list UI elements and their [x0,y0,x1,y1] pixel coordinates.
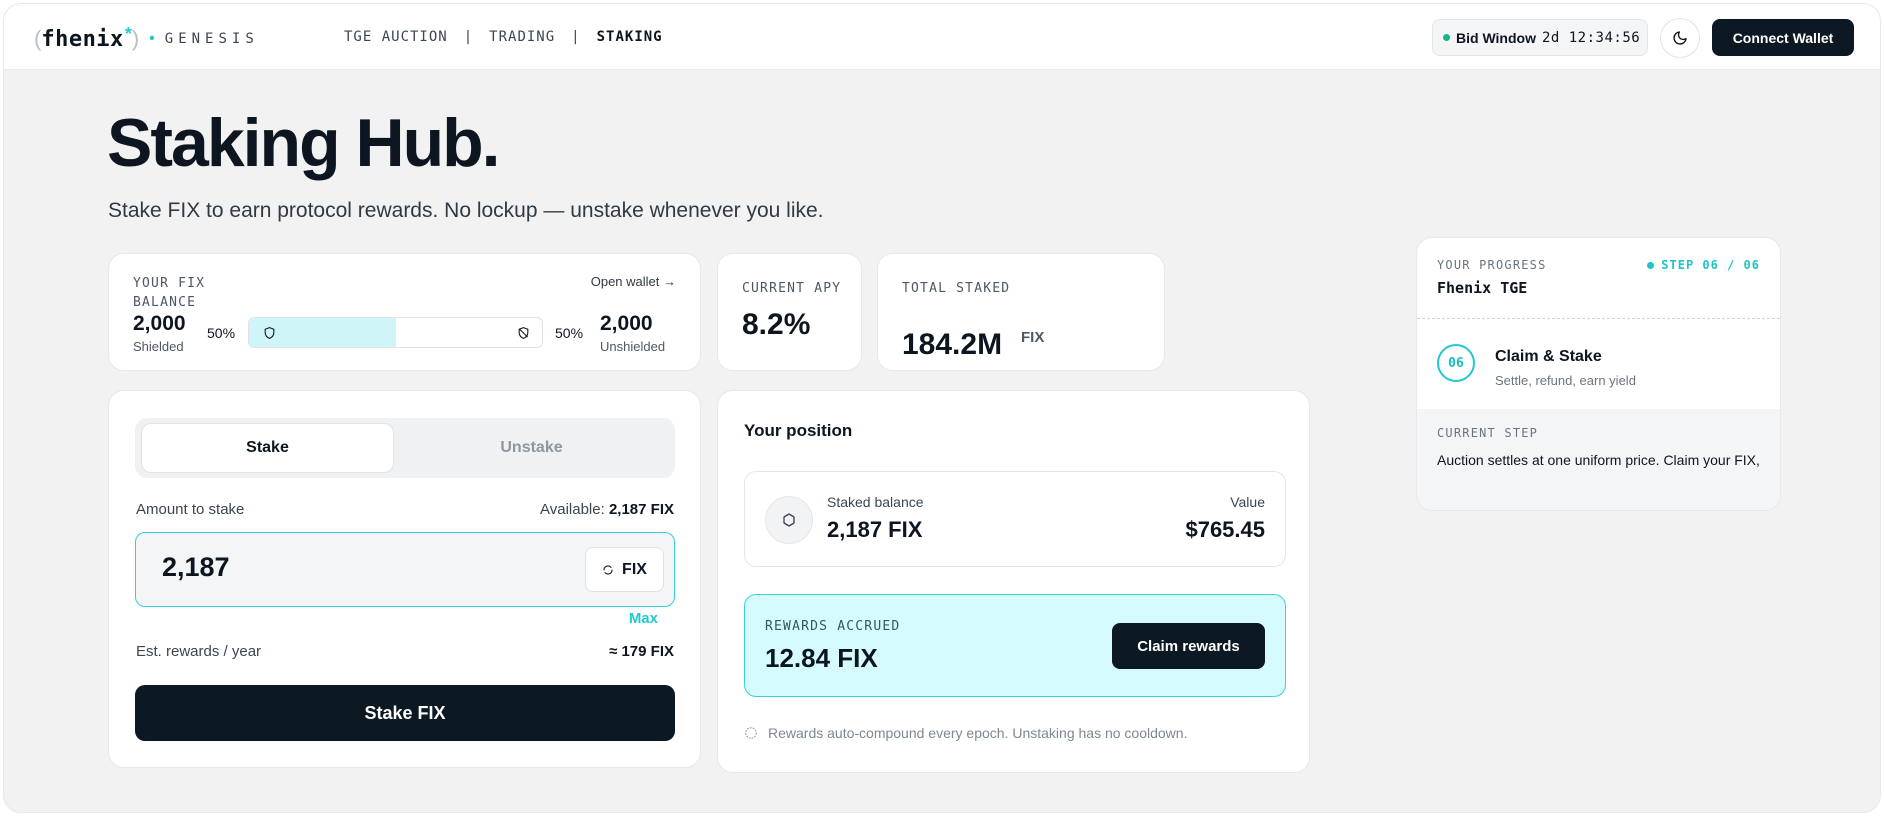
total-staked-card: TOTAL STAKED 184.2M FIX [877,253,1165,371]
available-balance: Available: 2,187 FIX [540,501,674,518]
stake-form-card: Stake Unstake Amount to stake Available:… [108,390,701,768]
amount-label: Amount to stake [136,501,245,518]
total-staked-label: TOTAL STAKED [902,281,1011,296]
step-number-badge: 06 [1437,344,1475,382]
est-rewards-label: Est. rewards / year [136,643,262,660]
rewards-note-text: Rewards auto-compound every epoch. Unsta… [768,725,1188,741]
app-frame: ( fhenix * ) • GENESIS TGE AUCTION | TRA… [3,3,1881,813]
hexagon-icon [783,513,795,527]
current-apy-card: CURRENT APY 8.2% [717,253,862,371]
theme-toggle-button[interactable] [1660,18,1700,58]
amount-value: 2,187 [162,552,230,582]
step-title: Claim & Stake [1495,348,1602,365]
apy-label: CURRENT APY [742,281,842,296]
total-staked-value: 184.2M [902,328,1003,361]
live-dot-icon [1443,34,1450,41]
your-position-card: Your position Staked balance 2,187 FIX V… [717,390,1310,773]
shielded-label: Shielded [133,339,184,354]
current-step-label: CURRENT STEP [1437,426,1539,440]
nav-staking[interactable]: STAKING [596,29,663,45]
logo-dot: • [149,30,155,47]
progress-panel: YOUR PROGRESS STEP 06 / 06 Fhenix TGE 06… [1416,237,1781,511]
available-label: Available: [540,501,605,518]
stake-tabs: Stake Unstake [135,418,675,478]
main-nav: TGE AUCTION | TRADING | STAKING [344,29,663,45]
top-header: ( fhenix * ) • GENESIS TGE AUCTION | TRA… [4,4,1880,70]
position-title: Your position [744,421,853,440]
staked-balance-panel: Staked balance 2,187 FIX Value $765.45 [744,471,1286,567]
page-subtitle: Stake FIX to earn protocol rewards. No l… [108,199,824,222]
nav-tge-auction[interactable]: TGE AUCTION [344,29,448,45]
progress-divider [1417,318,1780,319]
shield-off-icon [518,327,529,339]
staked-coin-icon [765,496,813,544]
open-wallet-link[interactable]: Open wallet → [590,274,676,289]
nav-separator: | [463,29,474,45]
logo-paren-right: ) [131,26,140,51]
amount-input[interactable]: 2,187 FIX [135,532,675,607]
total-staked-unit: FIX [1021,329,1045,346]
rewards-accrued-panel: REWARDS ACCRUED 12.84 FIX Claim rewards [744,594,1286,697]
value-label: Value [1230,494,1265,510]
current-step-section: CURRENT STEP Auction settles at one unif… [1417,409,1780,510]
logo-mark: * [124,23,132,44]
shielded-value: 2,000 [133,312,186,335]
bid-window-badge: Bid Window 2d 12:34:56 [1432,19,1648,56]
progress-name: Fhenix TGE [1437,279,1528,297]
shielded-percent: 50% [207,325,236,341]
progress-step-badge: STEP 06 / 06 [1647,258,1760,272]
fix-balance-card: YOUR FIX BALANCE Open wallet → 2,000 Shi… [108,253,701,371]
staked-balance-value: 2,187 FIX [827,517,923,542]
unshielded-percent: 50% [555,325,584,341]
current-step-text: Auction settles at one uniform price. Cl… [1437,452,1760,468]
shield-icon [264,327,275,339]
tab-unstake[interactable]: Unstake [500,439,563,456]
tab-stake[interactable]: Stake [141,423,394,473]
nav-trading[interactable]: TRADING [489,29,556,45]
bid-window-label: Bid Window [1456,29,1536,46]
max-button[interactable]: Max [628,610,658,627]
token-selector[interactable]: FIX [585,547,664,592]
connect-wallet-button[interactable]: Connect Wallet [1712,19,1854,56]
moon-icon [1673,31,1687,45]
balance-label: YOUR FIX BALANCE [133,276,206,310]
unshielded-value: 2,000 [600,312,653,335]
token-label: FIX [622,560,647,578]
logo-paren-left: ( [34,26,42,51]
est-rewards-value: ≈ 179 FIX [609,643,674,660]
rewards-value: 12.84 FIX [765,643,878,673]
nav-separator: | [571,29,581,45]
page-title: Staking Hub. [107,105,501,181]
logo-sub: GENESIS [164,31,259,47]
step-description: Settle, refund, earn yield [1495,373,1636,388]
progress-step: STEP 06 / 06 [1661,258,1760,272]
rewards-label: REWARDS ACCRUED [765,619,901,634]
rewards-note: Rewards auto-compound every epoch. Unsta… [744,725,1187,741]
logo-brand: fhenix [41,26,124,52]
apy-value: 8.2% [742,308,811,341]
value-amount: $765.45 [1185,517,1265,542]
bid-window-countdown: 2d 12:34:56 [1541,29,1641,46]
fix-token-icon [603,564,613,575]
step-dot-icon [1647,261,1655,269]
shield-ratio-slider[interactable] [248,317,543,348]
stake-fix-button[interactable]: Stake FIX [135,685,675,741]
available-value: 2,187 FIX [608,501,674,518]
logo[interactable]: ( fhenix * ) • GENESIS [34,23,259,52]
progress-label: YOUR PROGRESS [1437,258,1547,272]
claim-rewards-button[interactable]: Claim rewards [1112,623,1265,669]
info-icon [745,727,757,739]
unshielded-label: Unshielded [600,339,666,354]
staked-balance-label: Staked balance [827,494,924,510]
